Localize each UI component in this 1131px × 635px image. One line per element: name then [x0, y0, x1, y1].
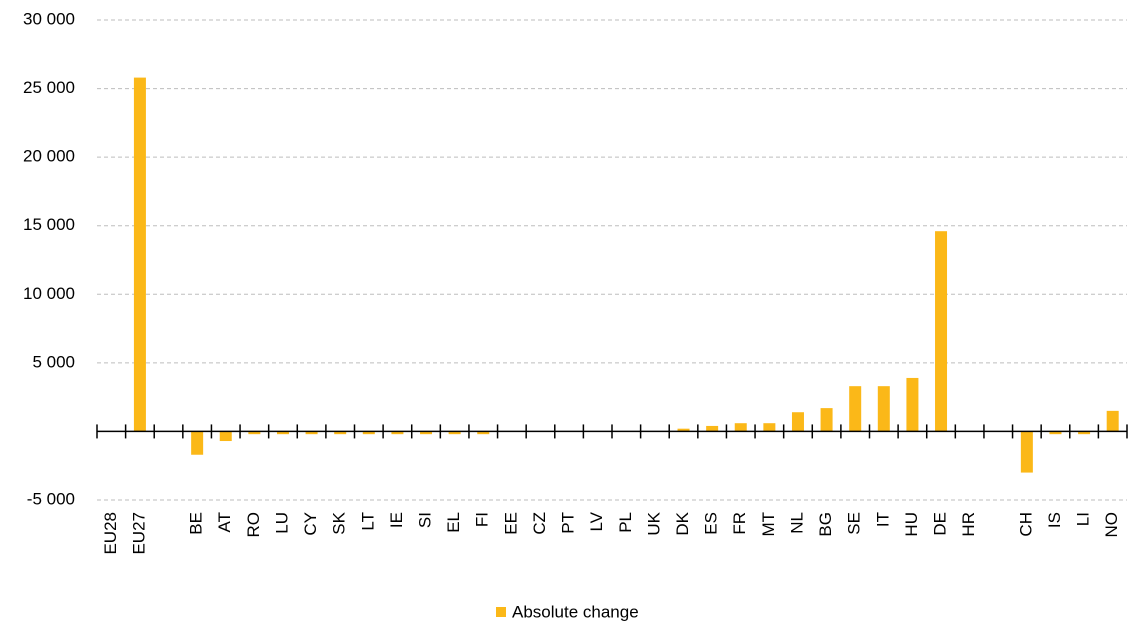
- x-tick-label: LT: [358, 512, 377, 531]
- x-tick-label: HU: [902, 512, 921, 537]
- x-tick-label: SI: [416, 512, 435, 528]
- bar: [677, 428, 690, 432]
- bar: [1020, 431, 1033, 473]
- x-tick-label: IT: [873, 512, 892, 527]
- x-tick-label: RO: [244, 512, 263, 538]
- y-tick-label: 15 000: [23, 215, 75, 234]
- x-tick-label: UK: [644, 511, 663, 535]
- bar: [133, 77, 146, 432]
- y-tick-label: 20 000: [23, 147, 75, 166]
- x-tick-label: EU28: [101, 512, 120, 555]
- x-tick-label: SK: [330, 511, 349, 534]
- x-tick-label: CY: [301, 512, 320, 536]
- x-tick-label: EU27: [129, 512, 148, 555]
- x-tick-label: LU: [272, 512, 291, 534]
- bar: [791, 412, 804, 432]
- bar: [276, 431, 289, 435]
- x-tick-label: BG: [816, 512, 835, 537]
- bar: [1049, 431, 1062, 435]
- y-tick-label: 10 000: [23, 284, 75, 303]
- x-tick-label: ES: [702, 512, 721, 535]
- x-tick-label: IS: [1045, 512, 1064, 528]
- x-tick-label: DE: [931, 512, 950, 536]
- bar: [877, 386, 890, 432]
- y-tick-label: -5 000: [27, 489, 75, 508]
- x-tick-label: DK: [673, 511, 692, 535]
- x-tick-label: PL: [616, 512, 635, 533]
- bar: [820, 408, 833, 432]
- x-tick-label: NL: [787, 512, 806, 534]
- legend-swatch: [496, 607, 506, 617]
- bar: [706, 425, 719, 432]
- x-tick-label: BE: [187, 512, 206, 535]
- x-tick-label: IE: [387, 512, 406, 528]
- x-tick-label: NO: [1102, 512, 1121, 538]
- bar: [391, 431, 404, 435]
- x-tick-label: CZ: [530, 512, 549, 535]
- bar: [1106, 410, 1119, 432]
- x-tick-label: MT: [759, 512, 778, 537]
- x-tick-label: LV: [587, 511, 606, 531]
- y-tick-label: 5 000: [32, 352, 75, 371]
- bar: [734, 423, 747, 432]
- bar: [906, 377, 919, 432]
- x-tick-label: EL: [444, 512, 463, 533]
- bar: [305, 431, 318, 435]
- x-tick-label: PT: [559, 512, 578, 534]
- bar: [1078, 431, 1091, 435]
- x-tick-label: LI: [1074, 512, 1093, 526]
- bar: [191, 431, 204, 455]
- bar: [362, 431, 375, 435]
- bar: [448, 431, 461, 435]
- bar: [763, 423, 776, 432]
- y-tick-label: 30 000: [23, 9, 75, 28]
- x-tick-label: FR: [730, 512, 749, 535]
- bar: [935, 231, 948, 432]
- y-tick-label: 25 000: [23, 78, 75, 97]
- x-tick-label: SE: [845, 512, 864, 535]
- x-tick-label: EE: [501, 512, 520, 535]
- x-tick-label: AT: [215, 512, 234, 532]
- bar: [420, 431, 433, 435]
- x-tick-label: HR: [959, 512, 978, 537]
- bar: [849, 386, 862, 432]
- x-tick-label: FI: [473, 512, 492, 527]
- bar: [477, 431, 490, 435]
- x-tick-label: CH: [1016, 512, 1035, 537]
- legend-label: Absolute change: [512, 602, 639, 621]
- bar: [248, 431, 261, 435]
- bar: [219, 431, 232, 442]
- bar: [334, 431, 347, 435]
